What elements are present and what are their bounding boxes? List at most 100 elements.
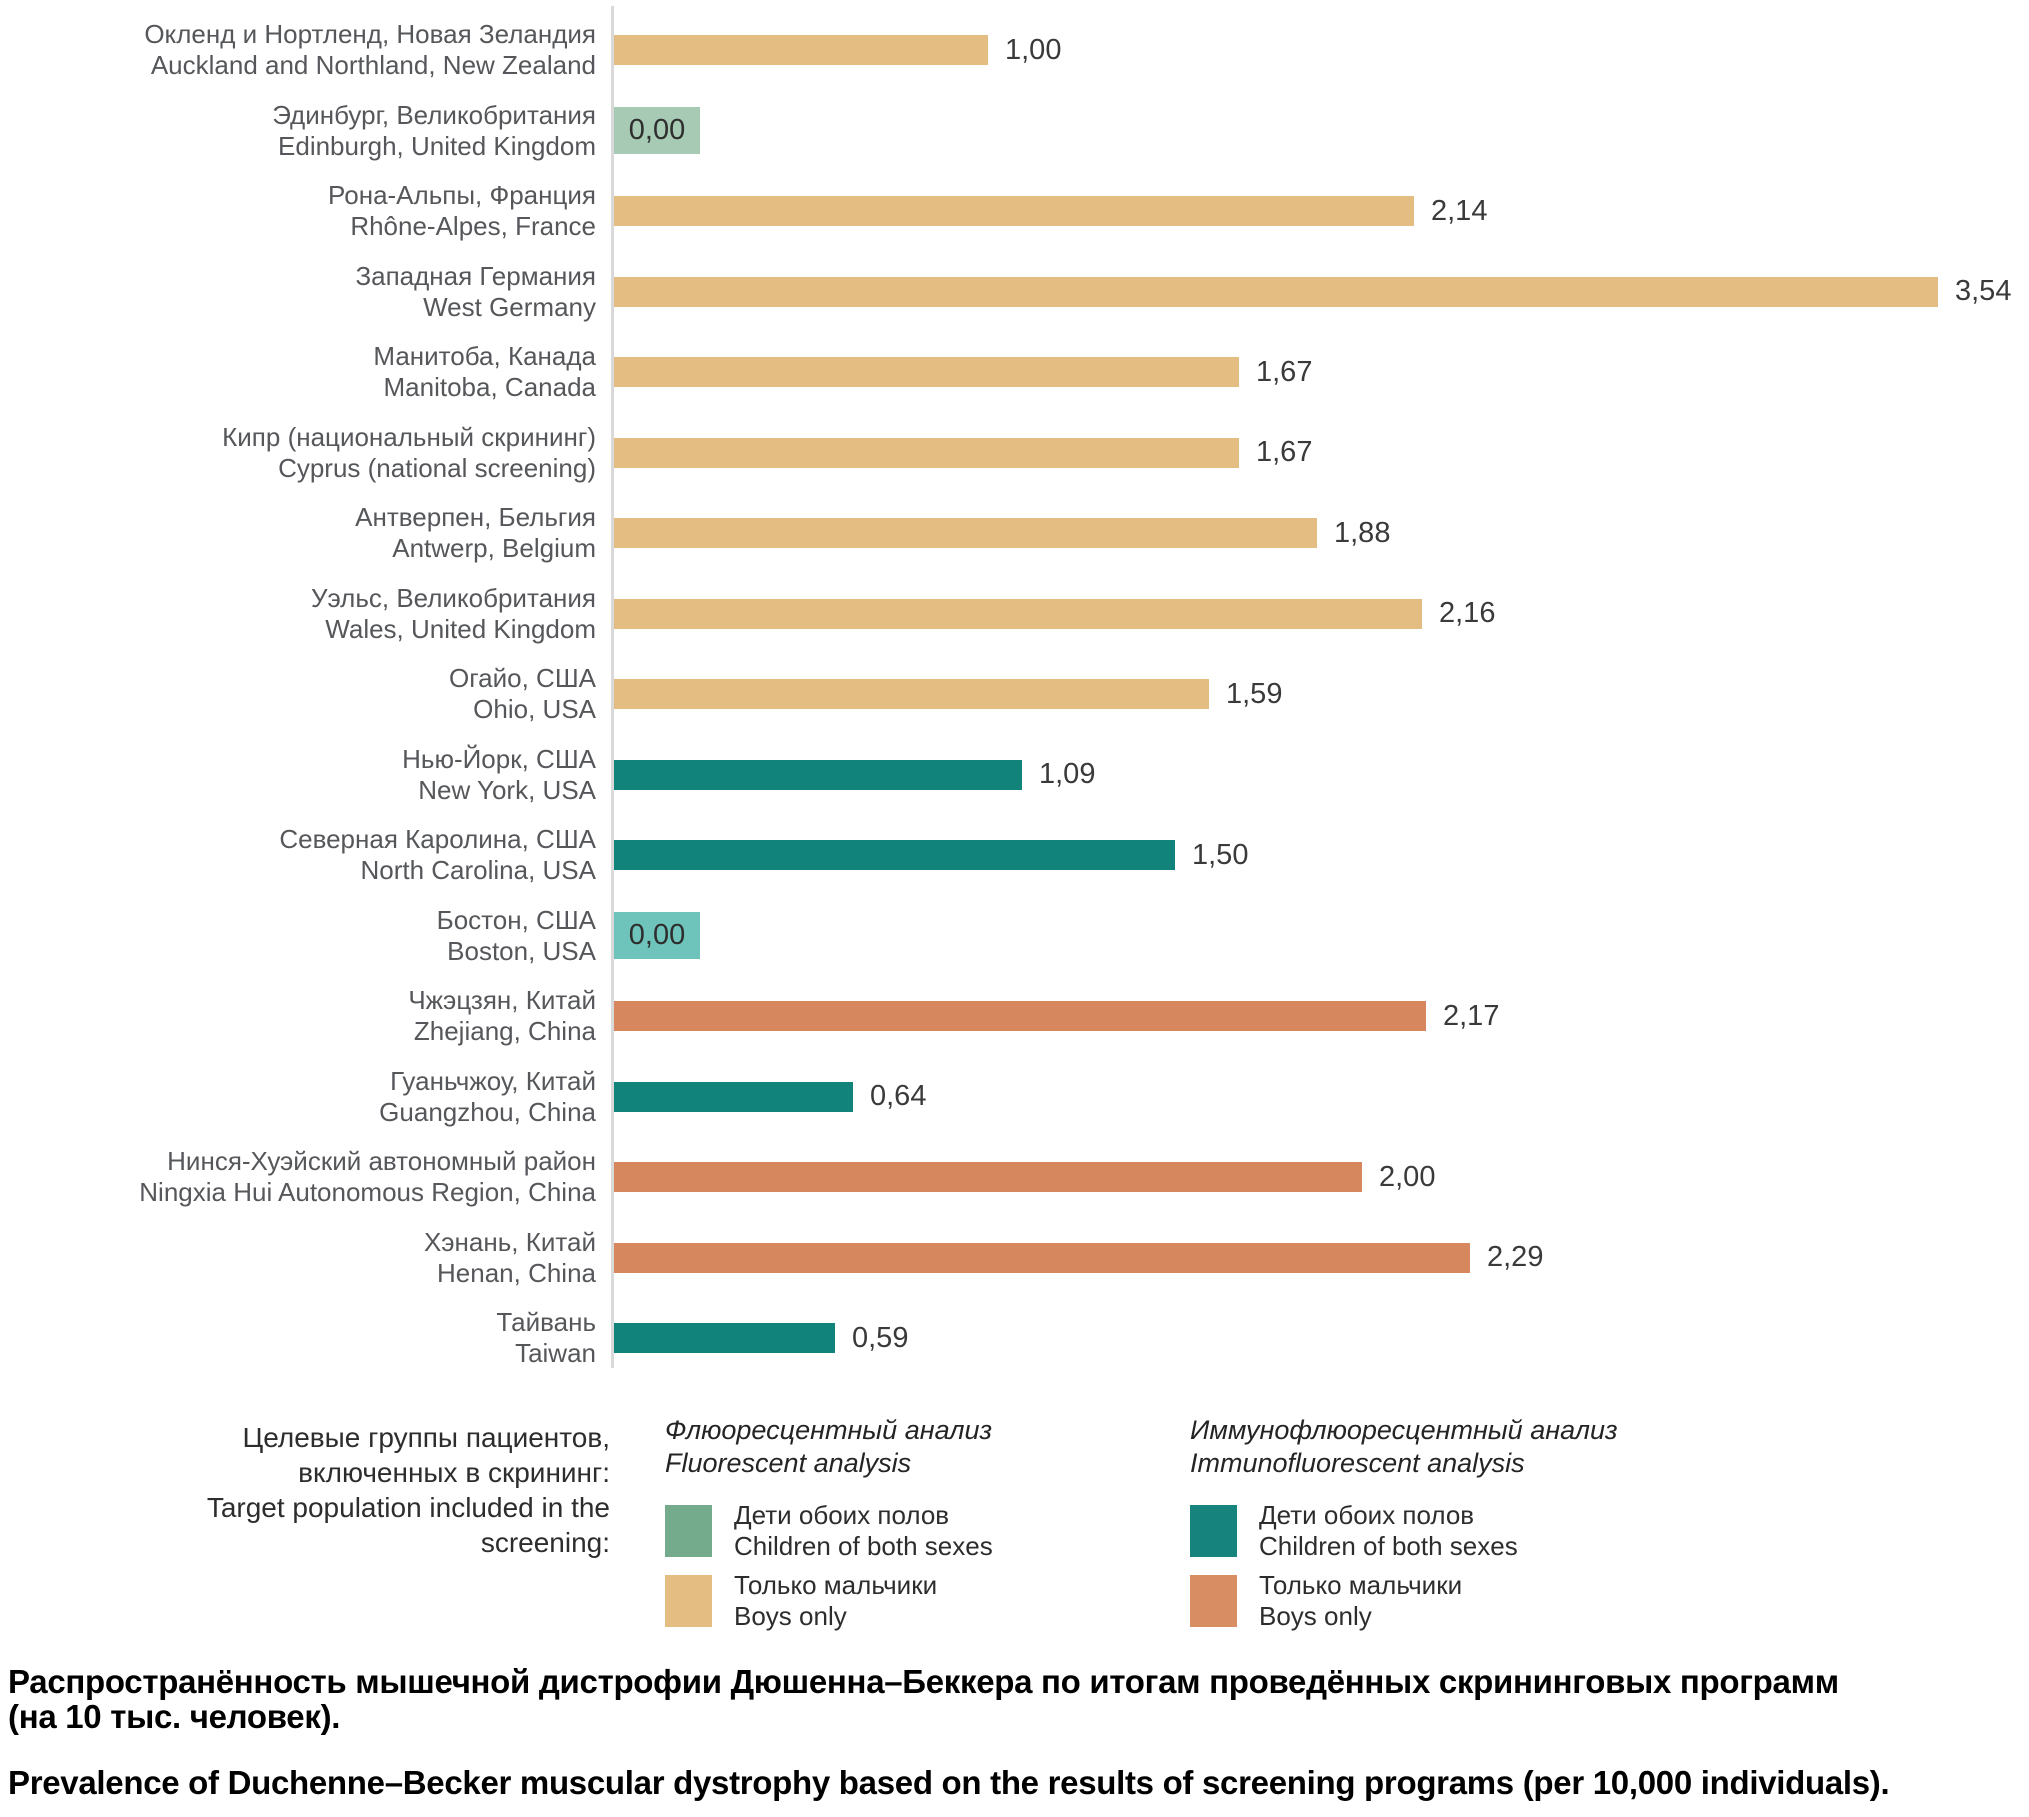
bar-value: 1,50 (1192, 838, 1249, 871)
row-label: Огайо, США Ohio, USA (0, 663, 596, 725)
bar-area: 3,54 (614, 275, 2029, 308)
bar (614, 35, 988, 66)
bar (614, 276, 1938, 307)
legend-group-title-en: Fluorescent analysis (665, 1448, 912, 1478)
bar-area: 1,00 (614, 34, 2029, 67)
row-label: Уэльс, Великобритания Wales, United Kingd… (0, 583, 596, 645)
bar (614, 598, 1422, 629)
row-label-en: Manitoba, Canada (383, 372, 596, 403)
legend-swatch (1190, 1505, 1237, 1557)
row-label-ru: Огайо, США (449, 663, 596, 694)
chart-row: Кипр (национальный скрининг) Cyprus (nati… (0, 413, 2029, 494)
row-label-en: Edinburgh, United Kingdom (278, 130, 596, 161)
row-label-ru: Тайвань (496, 1307, 596, 1338)
row-label-en: Rhône-Alpes, France (350, 211, 596, 242)
chart-row: Бостон, США Boston, USA 0,00 (0, 896, 2029, 977)
legend-item-label: Дети обоих полов Children of both sexes (1259, 1500, 1518, 1562)
row-label-ru: Нинся-Хуэйский автономный район (167, 1146, 596, 1177)
bar-area: 1,50 (614, 839, 2029, 872)
row-label-ru: Бостон, США (436, 904, 596, 935)
row-label-ru: Кипр (национальный скрининг) (222, 421, 596, 452)
caption-ru-line2: (на 10 тыс. человек). (8, 1698, 341, 1735)
row-label: Нинся-Хуэйский автономный район Ningxia H… (0, 1146, 596, 1208)
chart-row: Уэльс, Великобритания Wales, United Kingd… (0, 574, 2029, 655)
row-label: Бостон, США Boston, USA (0, 905, 596, 967)
bar-value: 1,00 (1005, 33, 1062, 66)
row-label-en: Boston, USA (447, 935, 596, 966)
row-label-ru: Эдинбург, Великобритания (272, 99, 596, 130)
legend-item-label: Только мальчики Boys only (734, 1570, 937, 1632)
bar-value: 0,59 (852, 1321, 909, 1354)
legend-intro-line: включенных в скрининг: (298, 1457, 610, 1488)
legend-swatch (665, 1575, 712, 1627)
row-label-en: North Carolina, USA (360, 855, 596, 886)
chart-row: Окленд и Нортленд, Новая Зеландия Aucklan… (0, 10, 2029, 91)
legend-group-title-ru: Иммунофлюоресцентный анализ (1190, 1415, 1618, 1445)
row-label-en: Wales, United Kingdom (325, 613, 596, 644)
bar (614, 1242, 1470, 1273)
bar-value: 1,09 (1039, 758, 1096, 791)
legend-item: Только мальчики Boys only (665, 1570, 1185, 1632)
bar (614, 1001, 1426, 1032)
bar-value: 1,67 (1256, 355, 1313, 388)
chart-row: Манитоба, Канада Manitoba, Canada 1,67 (0, 332, 2029, 413)
row-label-en: West Germany (423, 291, 596, 322)
bar-area: 2,16 (614, 597, 2029, 630)
row-label-en: New York, USA (418, 774, 596, 805)
bar-value: 2,14 (1431, 194, 1488, 227)
bar-value: 2,16 (1439, 597, 1496, 630)
row-label: Северная Каролина, США North Carolina, US… (0, 824, 596, 886)
chart-row: Хэнань, Китай Henan, China 2,29 (0, 1218, 2029, 1299)
row-label: Рона-Альпы, Франция Rhône-Alpes, France (0, 180, 596, 242)
legend-item-label: Только мальчики Boys only (1259, 1570, 1462, 1632)
y-axis-line (611, 6, 614, 1368)
bar-value: 0,00 (628, 114, 686, 147)
row-label-ru: Манитоба, Канада (373, 341, 596, 372)
row-label-ru: Чжэцзян, Китай (408, 985, 596, 1016)
legend-item-label-ru: Дети обоих полов (1259, 1500, 1475, 1530)
row-label-ru: Рона-Альпы, Франция (328, 180, 596, 211)
row-label-en: Auckland and Northland, New Zealand (150, 50, 596, 81)
legend-item-label-ru: Только мальчики (1259, 1570, 1463, 1600)
bar (614, 518, 1317, 549)
bar-area: 0,00 (614, 107, 2029, 155)
chart-row: Тайвань Taiwan 0,59 (0, 1298, 2029, 1379)
figure-caption: Распространённость мышечной дистрофии Дю… (8, 1664, 1998, 1800)
legend-item-label-en: Children of both sexes (734, 1531, 993, 1561)
bar (614, 759, 1022, 790)
bar-value: 2,00 (1379, 1160, 1436, 1193)
chart-row: Западная Германия West Germany 3,54 (0, 252, 2029, 333)
bar (614, 679, 1209, 710)
bar-area: 1,88 (614, 517, 2029, 550)
bar (614, 437, 1239, 468)
legend-item-label-en: Boys only (1259, 1601, 1372, 1631)
row-label: Эдинбург, Великобритания Edinburgh, Unite… (0, 100, 596, 162)
row-label: Кипр (национальный скрининг) Cyprus (nati… (0, 422, 596, 484)
bar: 0,00 (614, 107, 700, 155)
chart-row: Антверпен, Бельгия Antwerp, Belgium 1,88 (0, 493, 2029, 574)
row-label-en: Zhejiang, China (413, 1016, 596, 1047)
row-label: Антверпен, Бельгия Antwerp, Belgium (0, 502, 596, 564)
legend-group-fluorescent: Флюоресцентный анализ Fluorescent analys… (665, 1414, 1185, 1632)
legend-swatch (665, 1505, 712, 1557)
chart-row: Северная Каролина, США North Carolina, US… (0, 815, 2029, 896)
bar-area: 0,00 (614, 912, 2029, 960)
bar-area: 0,59 (614, 1322, 2029, 1355)
caption-ru-line1: Распространённость мышечной дистрофии Дю… (8, 1663, 1839, 1700)
row-label-en: Cyprus (national screening) (278, 452, 596, 483)
legend-item-label-en: Children of both sexes (1259, 1531, 1518, 1561)
row-label-ru: Северная Каролина, США (279, 824, 596, 855)
row-label-en: Ohio, USA (473, 694, 596, 725)
bar-area: 1,59 (614, 678, 2029, 711)
row-label-ru: Западная Германия (355, 260, 596, 291)
bar (614, 1323, 835, 1354)
bar-area: 1,67 (614, 436, 2029, 469)
row-label-en: Ningxia Hui Autonomous Region, China (139, 1177, 596, 1208)
chart-row: Нью-Йорк, США New York, USA 1,09 (0, 735, 2029, 816)
bar-value: 1,59 (1226, 677, 1283, 710)
row-label-en: Taiwan (515, 1338, 596, 1369)
bar-value: 2,29 (1487, 1241, 1544, 1274)
legend-item: Дети обоих полов Children of both sexes (665, 1500, 1185, 1562)
bar-value: 3,54 (1955, 275, 2012, 308)
bar-value: 1,88 (1334, 516, 1391, 549)
